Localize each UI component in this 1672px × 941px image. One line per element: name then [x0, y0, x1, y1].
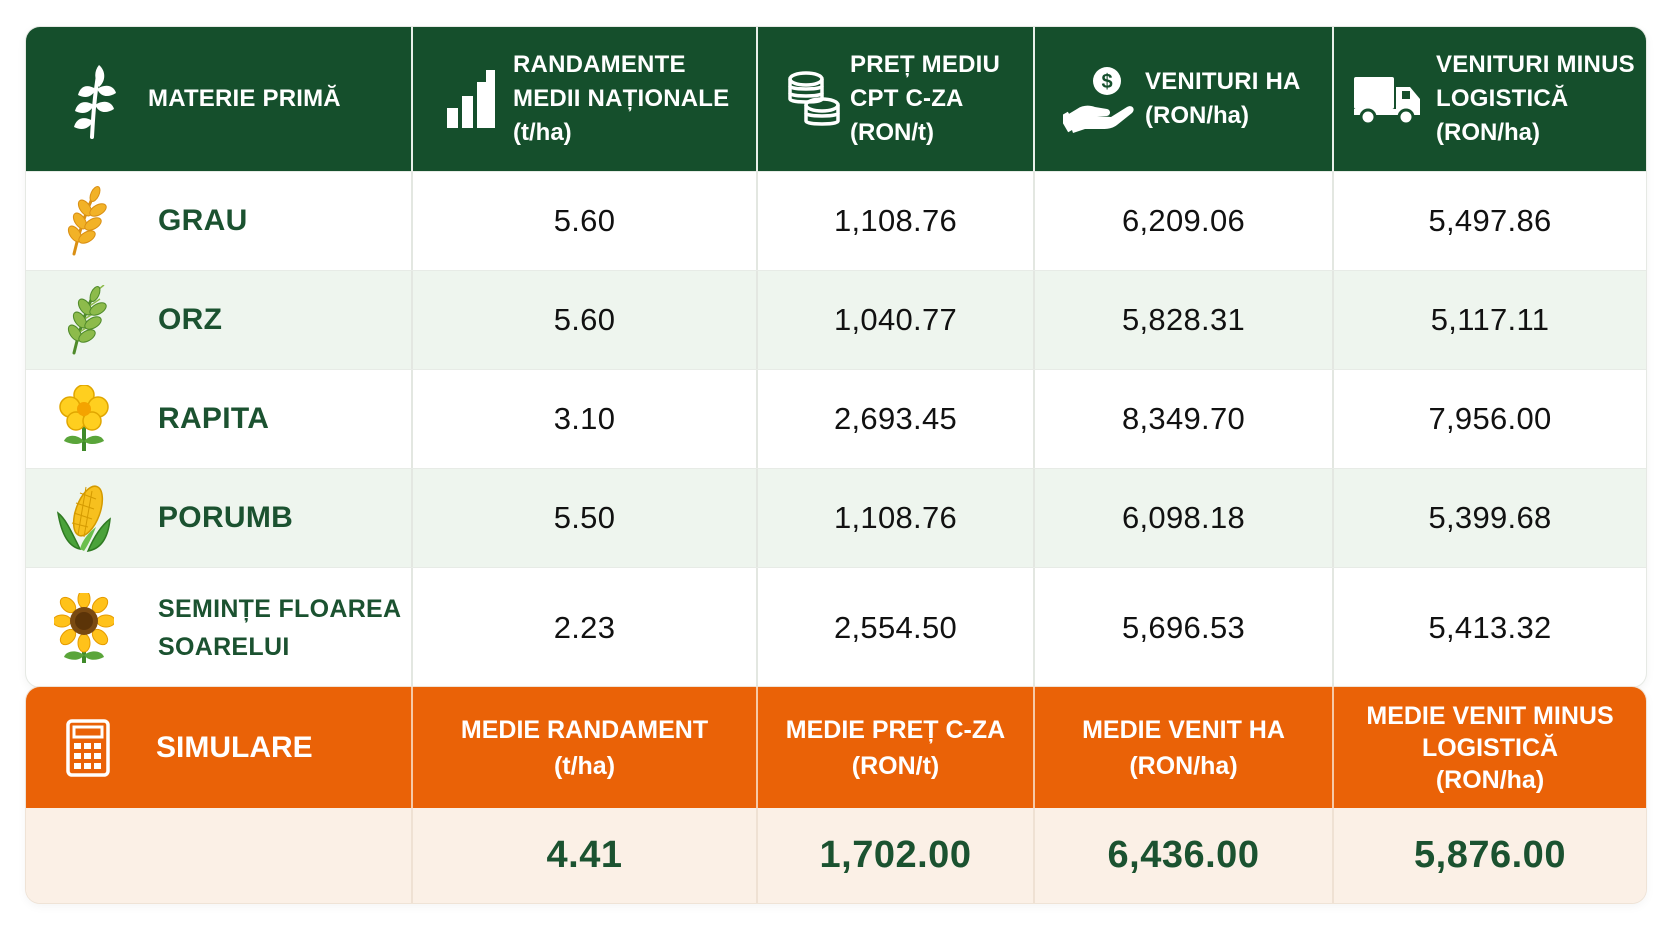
sim-header-randament-line1: MEDIE RANDAMENT — [460, 715, 709, 744]
net-revenue-value: 7,956.00 — [1428, 401, 1552, 436]
price-value: 1,108.76 — [833, 500, 958, 535]
crop-cell: RAPITA — [26, 370, 411, 468]
bar-chart-icon — [447, 70, 495, 128]
simulation-table: SIMULARE MEDIE RANDAMENT (t/ha) MEDIE PR… — [26, 687, 1646, 903]
revenue-value: 6,098.18 — [1121, 500, 1246, 535]
coins-icon — [788, 71, 840, 126]
table-row: RAPITA 3.10 2,693.45 8,349.70 7,956.00 — [26, 369, 1646, 468]
wheat-icon — [67, 186, 107, 256]
header-pret-line1: PREȚ MEDIU — [850, 51, 1001, 78]
table-row: GRAU 5.60 1,108.76 6,209.06 5,497.86 — [26, 171, 1646, 270]
header-materie-prima: MATERIE PRIMĂ — [26, 27, 411, 171]
yield-value: 5.60 — [553, 203, 616, 238]
header-venituri-line1: VENITURI HA — [1145, 68, 1301, 95]
avg-revenue-value: 6,436.00 — [1107, 834, 1260, 876]
sim-header-logistica-line2: LOGISTICĂ — [1421, 733, 1559, 762]
price-value: 1,108.76 — [833, 203, 958, 238]
simulation-title-cell: SIMULARE — [26, 687, 411, 808]
yield-value: 3.10 — [553, 401, 616, 436]
net-revenue-value: 5,117.11 — [1430, 302, 1550, 337]
sim-header-venit-line1: MEDIE VENIT HA — [1082, 715, 1285, 744]
sim-header-pret-line1: MEDIE PREȚ C-ZA — [785, 715, 1006, 744]
sim-header-pret-unit: (RON/t) — [851, 751, 940, 780]
barley-icon — [67, 285, 107, 355]
crop-name-multiline: SEMINȚE FLOAREA SOARELUI — [158, 590, 401, 666]
avg-net-revenue-value: 5,876.00 — [1414, 834, 1566, 876]
header-logistica-line1: VENITURI MINUS — [1436, 51, 1635, 78]
simulation-header: SIMULARE MEDIE RANDAMENT (t/ha) MEDIE PR… — [26, 687, 1646, 808]
sunflower-icon — [54, 592, 114, 663]
header-pret-unit: (RON/t) — [850, 119, 934, 146]
crop-name-line2: SOARELUI — [158, 632, 290, 661]
crop-cell: PORUMB — [26, 469, 411, 567]
corn-icon — [56, 485, 111, 552]
header-venituri-ha: $ VENITURI HA (RON/ha) — [1033, 27, 1332, 171]
header-pret-line2: CPT C-ZA — [850, 85, 964, 112]
header-pret-mediu: PREȚ MEDIU CPT C-ZA (RON/t) — [756, 27, 1033, 171]
simulation-empty-cell — [26, 808, 411, 903]
table-row: PORUMB 5.50 1,108.76 6,098.18 5,399.68 — [26, 468, 1646, 567]
net-revenue-value: 5,399.68 — [1428, 500, 1552, 535]
truck-icon — [1354, 77, 1420, 125]
svg-text:$: $ — [1101, 71, 1112, 93]
price-value: 1,040.77 — [833, 302, 958, 337]
hand-money-icon: $ — [1063, 67, 1134, 133]
crop-cell: GRAU — [26, 172, 411, 270]
revenue-value: 5,828.31 — [1121, 302, 1246, 337]
header-randamente-unit: (t/ha) — [513, 119, 572, 146]
sim-header-venit: MEDIE VENIT HA (RON/ha) — [1033, 687, 1332, 808]
table-row: ORZ 5.60 1,040.77 5,828.31 5,117.11 — [26, 270, 1646, 369]
crop-cell: ORZ — [26, 271, 411, 369]
header-venituri-unit: (RON/ha) — [1145, 102, 1249, 129]
crop-name: GRAU — [158, 204, 248, 237]
header-logistica-unit: (RON/ha) — [1436, 119, 1540, 146]
yield-value: 5.60 — [553, 302, 616, 337]
net-revenue-value: 5,497.86 — [1428, 203, 1552, 238]
calculator-icon — [66, 718, 110, 777]
crop-name: RAPITA — [158, 402, 270, 435]
simulation-values-row: 4.41 1,702.00 6,436.00 5,876.00 — [26, 808, 1646, 903]
sim-header-venit-unit: (RON/ha) — [1129, 751, 1238, 780]
sim-header-logistica-line1: MEDIE VENIT MINUS — [1366, 701, 1614, 730]
header-randamente: RANDAMENTE MEDII NAȚIONALE (t/ha) — [411, 27, 756, 171]
crop-cell: SEMINȚE FLOAREA SOARELUI — [26, 568, 411, 687]
avg-price-value: 1,702.00 — [819, 834, 972, 876]
sim-header-randament: MEDIE RANDAMENT (t/ha) — [411, 687, 756, 808]
sim-header-randament-unit: (t/ha) — [553, 751, 616, 780]
header-logistica-line2: LOGISTICĂ — [1436, 85, 1569, 112]
sim-header-pret: MEDIE PREȚ C-ZA (RON/t) — [756, 687, 1033, 808]
revenue-value: 5,696.53 — [1121, 609, 1246, 645]
yield-value: 2.23 — [553, 609, 616, 645]
header-venituri-logistica: VENITURI MINUS LOGISTICĂ (RON/ha) — [1332, 27, 1646, 171]
price-value: 2,693.45 — [833, 401, 958, 436]
net-revenue-value: 5,413.32 — [1428, 609, 1552, 645]
table-row: SEMINȚE FLOAREA SOARELUI 2.23 2,554.50 5… — [26, 567, 1646, 687]
sim-header-venit-logistica: MEDIE VENIT MINUS LOGISTICĂ (RON/ha) — [1332, 687, 1646, 808]
price-value: 2,554.50 — [833, 609, 958, 645]
table-header: MATERIE PRIMĂ RANDAMENTE MEDII NAȚIONALE… — [26, 27, 1646, 171]
header-randamente-line2: MEDII NAȚIONALE — [513, 85, 730, 112]
header-randamente-line1: RANDAMENTE — [513, 51, 686, 78]
crop-table: MATERIE PRIMĂ RANDAMENTE MEDII NAȚIONALE… — [26, 27, 1646, 687]
crop-name: PORUMB — [158, 501, 294, 534]
wheat-icon — [74, 65, 116, 139]
header-materie-prima-label: MATERIE PRIMĂ — [148, 85, 341, 112]
yield-value: 5.50 — [553, 500, 616, 535]
crop-name: ORZ — [158, 303, 223, 336]
crop-name-line1: SEMINȚE FLOAREA — [158, 594, 402, 623]
avg-yield-value: 4.41 — [546, 834, 623, 876]
revenue-value: 8,349.70 — [1121, 401, 1246, 436]
sim-header-logistica-unit: (RON/ha) — [1435, 765, 1545, 794]
rapeseed-flower-icon — [59, 385, 109, 451]
simulation-title: SIMULARE — [156, 730, 313, 764]
revenue-value: 6,209.06 — [1121, 203, 1246, 238]
